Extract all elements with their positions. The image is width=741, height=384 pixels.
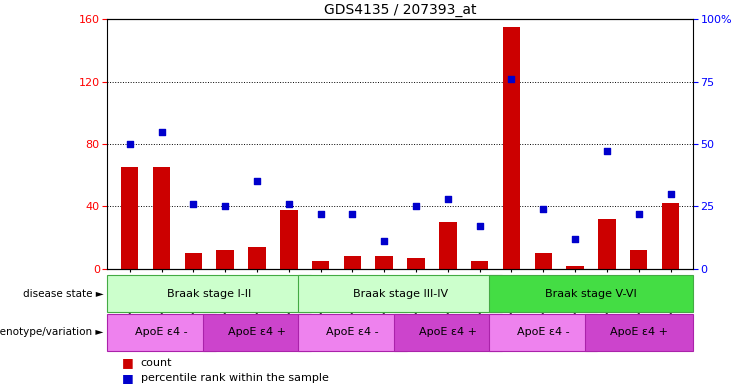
Bar	[439, 222, 456, 269]
Text: Braak stage I-II: Braak stage I-II	[167, 289, 251, 299]
Bar	[121, 167, 139, 269]
Text: Braak stage III-IV: Braak stage III-IV	[353, 289, 448, 299]
Text: percentile rank within the sample: percentile rank within the sample	[141, 373, 329, 383]
Bar	[248, 247, 266, 269]
Bar	[566, 266, 584, 269]
Text: ApoE ε4 -: ApoE ε4 -	[517, 327, 570, 337]
Point	[379, 238, 391, 245]
Point	[315, 211, 327, 217]
Point	[283, 201, 295, 207]
Point	[633, 211, 645, 217]
Title: GDS4135 / 207393_at: GDS4135 / 207393_at	[324, 3, 476, 17]
Text: genotype/variation ►: genotype/variation ►	[0, 327, 104, 337]
Bar	[299, 275, 502, 312]
Bar	[489, 275, 693, 312]
Text: ApoE ε4 -: ApoE ε4 -	[135, 327, 187, 337]
Bar	[216, 250, 234, 269]
Text: Braak stage V-VI: Braak stage V-VI	[545, 289, 637, 299]
Point	[442, 196, 453, 202]
Bar	[534, 253, 552, 269]
Point	[473, 223, 485, 230]
Point	[665, 191, 677, 197]
Point	[601, 149, 613, 155]
Bar	[185, 253, 202, 269]
Bar	[312, 261, 329, 269]
Text: ■: ■	[122, 356, 134, 369]
Bar	[471, 261, 488, 269]
Text: ApoE ε4 +: ApoE ε4 +	[419, 327, 477, 337]
Bar	[107, 314, 216, 351]
Bar	[585, 314, 693, 351]
Text: ApoE ε4 +: ApoE ε4 +	[228, 327, 286, 337]
Bar	[153, 167, 170, 269]
Bar	[408, 258, 425, 269]
Point	[347, 211, 359, 217]
Bar	[344, 257, 361, 269]
Point	[219, 204, 231, 210]
Bar	[502, 27, 520, 269]
Text: count: count	[141, 358, 173, 368]
Point	[537, 206, 549, 212]
Bar	[630, 250, 648, 269]
Bar	[280, 210, 298, 269]
Point	[251, 179, 263, 185]
Point	[410, 204, 422, 210]
Point	[569, 236, 581, 242]
Bar	[489, 314, 597, 351]
Point	[187, 201, 199, 207]
Text: ApoE ε4 -: ApoE ε4 -	[326, 327, 379, 337]
Bar	[598, 219, 616, 269]
Bar	[107, 275, 311, 312]
Bar	[376, 257, 393, 269]
Text: ApoE ε4 +: ApoE ε4 +	[610, 327, 668, 337]
Bar	[393, 314, 502, 351]
Text: disease state ►: disease state ►	[23, 289, 104, 299]
Point	[505, 76, 517, 82]
Bar	[662, 203, 679, 269]
Point	[156, 129, 167, 135]
Bar	[299, 314, 407, 351]
Bar	[203, 314, 311, 351]
Point	[124, 141, 136, 147]
Text: ■: ■	[122, 372, 134, 384]
